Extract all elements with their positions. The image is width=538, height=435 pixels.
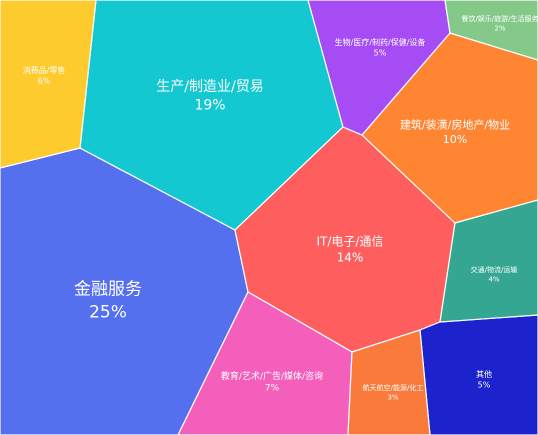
cell-value-label: 5% [374,49,387,58]
cell-name-label: 航天航空/能源/化工 [363,383,424,392]
cell-7[interactable] [307,0,451,136]
cell-value-label: 5% [478,381,491,390]
cell-name-label: IT/电子/通信 [317,234,384,248]
cell-name-label: 生产/制造业/贸易 [156,79,263,95]
cell-name-label: 教育/艺术/广告/媒体/咨询 [221,370,323,382]
cell-value-label: 3% [387,393,398,401]
cell-name-label: 其他 [476,369,492,379]
cell-name-label: 生物/医疗/制药/保健/设备 [335,37,426,47]
cell-value-label: 14% [337,250,364,264]
cell-5[interactable] [177,291,353,435]
cell-name-label: 消费品/零售 [23,65,66,75]
cell-name-label: 建筑/装潢/房地产/物业 [400,117,510,131]
cell-value-label: 6% [38,77,51,86]
cell-value-label: 19% [194,98,225,114]
cell-value-label: 4% [488,275,499,283]
cell-name-label: 金融服务 [74,280,142,300]
cell-name-label: 餐饮/娱乐/旅游/生活服务 [461,14,538,23]
cell-6[interactable] [0,0,97,169]
cell-11[interactable] [444,0,538,61]
cell-value-label: 25% [89,302,127,322]
cell-value-label: 2% [494,24,505,32]
cell-10[interactable] [347,329,431,435]
cell-name-label: 交通/物流/运输 [471,265,518,274]
cell-value-label: 10% [443,133,467,146]
cell-9[interactable] [439,199,538,323]
cell-value-label: 7% [265,384,280,394]
